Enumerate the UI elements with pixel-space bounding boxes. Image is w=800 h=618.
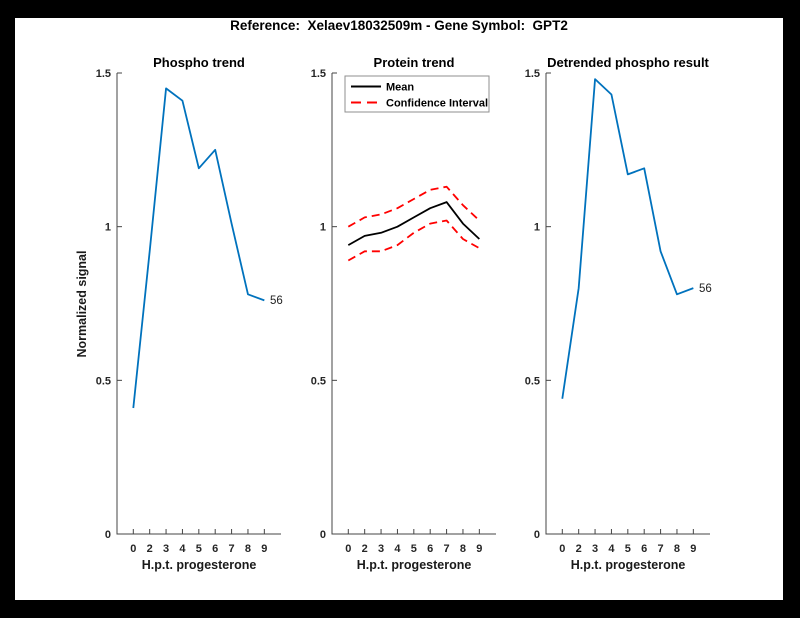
x-tick-label: 4: [394, 543, 401, 555]
x-tick-label: 2: [147, 543, 153, 555]
y-tick-label: 0.5: [525, 375, 540, 387]
figure-title: Reference: Xelaev18032509m - Gene Symbol…: [230, 18, 568, 33]
subplot-title: Phospho trend: [153, 55, 245, 70]
x-tick-label: 2: [362, 543, 368, 555]
series-line-detrended-phospho-signal: [561, 78, 694, 399]
y-tick-label: 0.5: [311, 375, 326, 387]
end-value-label: 56: [699, 283, 712, 295]
x-axis-label: H.p.t. progesterone: [571, 558, 686, 572]
y-tick-label: 0.5: [96, 375, 111, 387]
x-tick-label: 3: [163, 543, 169, 555]
y-tick-label: 0: [320, 529, 326, 541]
axes-frame: [116, 73, 281, 535]
x-tick-label: 5: [411, 543, 417, 555]
x-tick-label: 0: [130, 543, 136, 555]
y-tick-label: 1: [320, 222, 326, 234]
x-tick-label: 6: [212, 543, 218, 555]
y-axis-label: Normalized signal: [75, 251, 89, 358]
y-tick-label: 1.5: [525, 68, 540, 80]
series-line-mean: [347, 201, 480, 246]
x-axis-label: H.p.t. progesterone: [142, 558, 257, 572]
x-tick-label: 8: [674, 543, 680, 555]
x-tick-label: 2: [576, 543, 582, 555]
subplot-title: Detrended phospho result: [547, 55, 709, 70]
x-tick-label: 3: [378, 543, 384, 555]
y-tick-label: 1.5: [96, 68, 111, 80]
x-tick-label: 9: [261, 543, 267, 555]
subplot-title: Protein trend: [374, 55, 455, 70]
y-tick-label: 1: [534, 222, 540, 234]
y-tick-label: 1: [105, 222, 111, 234]
axes-frame: [545, 73, 710, 535]
x-tick-label: 3: [592, 543, 598, 555]
x-tick-label: 4: [179, 543, 186, 555]
x-tick-label: 0: [559, 543, 565, 555]
series-line-confidence-interval-lower: [347, 219, 480, 262]
legend-box: [344, 75, 490, 113]
x-tick-label: 0: [345, 543, 351, 555]
legend-ci-label: Confidence Interval: [386, 98, 488, 110]
series-line-confidence-interval-upper: [347, 185, 480, 228]
series-line-phospho-signal: [132, 87, 265, 409]
x-tick-label: 4: [608, 543, 615, 555]
x-tick-label: 5: [196, 543, 202, 555]
x-tick-label: 7: [229, 543, 235, 555]
x-tick-label: 7: [658, 543, 664, 555]
x-tick-label: 9: [690, 543, 696, 555]
x-tick-label: 8: [245, 543, 251, 555]
x-tick-label: 7: [444, 543, 450, 555]
x-tick-label: 6: [427, 543, 433, 555]
y-tick-label: 0: [534, 529, 540, 541]
x-axis-label: H.p.t. progesterone: [357, 558, 472, 572]
x-tick-label: 8: [460, 543, 466, 555]
x-tick-label: 6: [641, 543, 647, 555]
x-tick-label: 9: [476, 543, 482, 555]
legend-mean-label: Mean: [386, 82, 414, 94]
legend: Mean Confidence Interval: [344, 75, 490, 113]
y-tick-label: 1.5: [311, 68, 326, 80]
end-value-label: 56: [270, 295, 283, 307]
x-tick-label: 5: [625, 543, 631, 555]
axes-frame: [331, 73, 496, 535]
y-tick-label: 0: [105, 529, 111, 541]
